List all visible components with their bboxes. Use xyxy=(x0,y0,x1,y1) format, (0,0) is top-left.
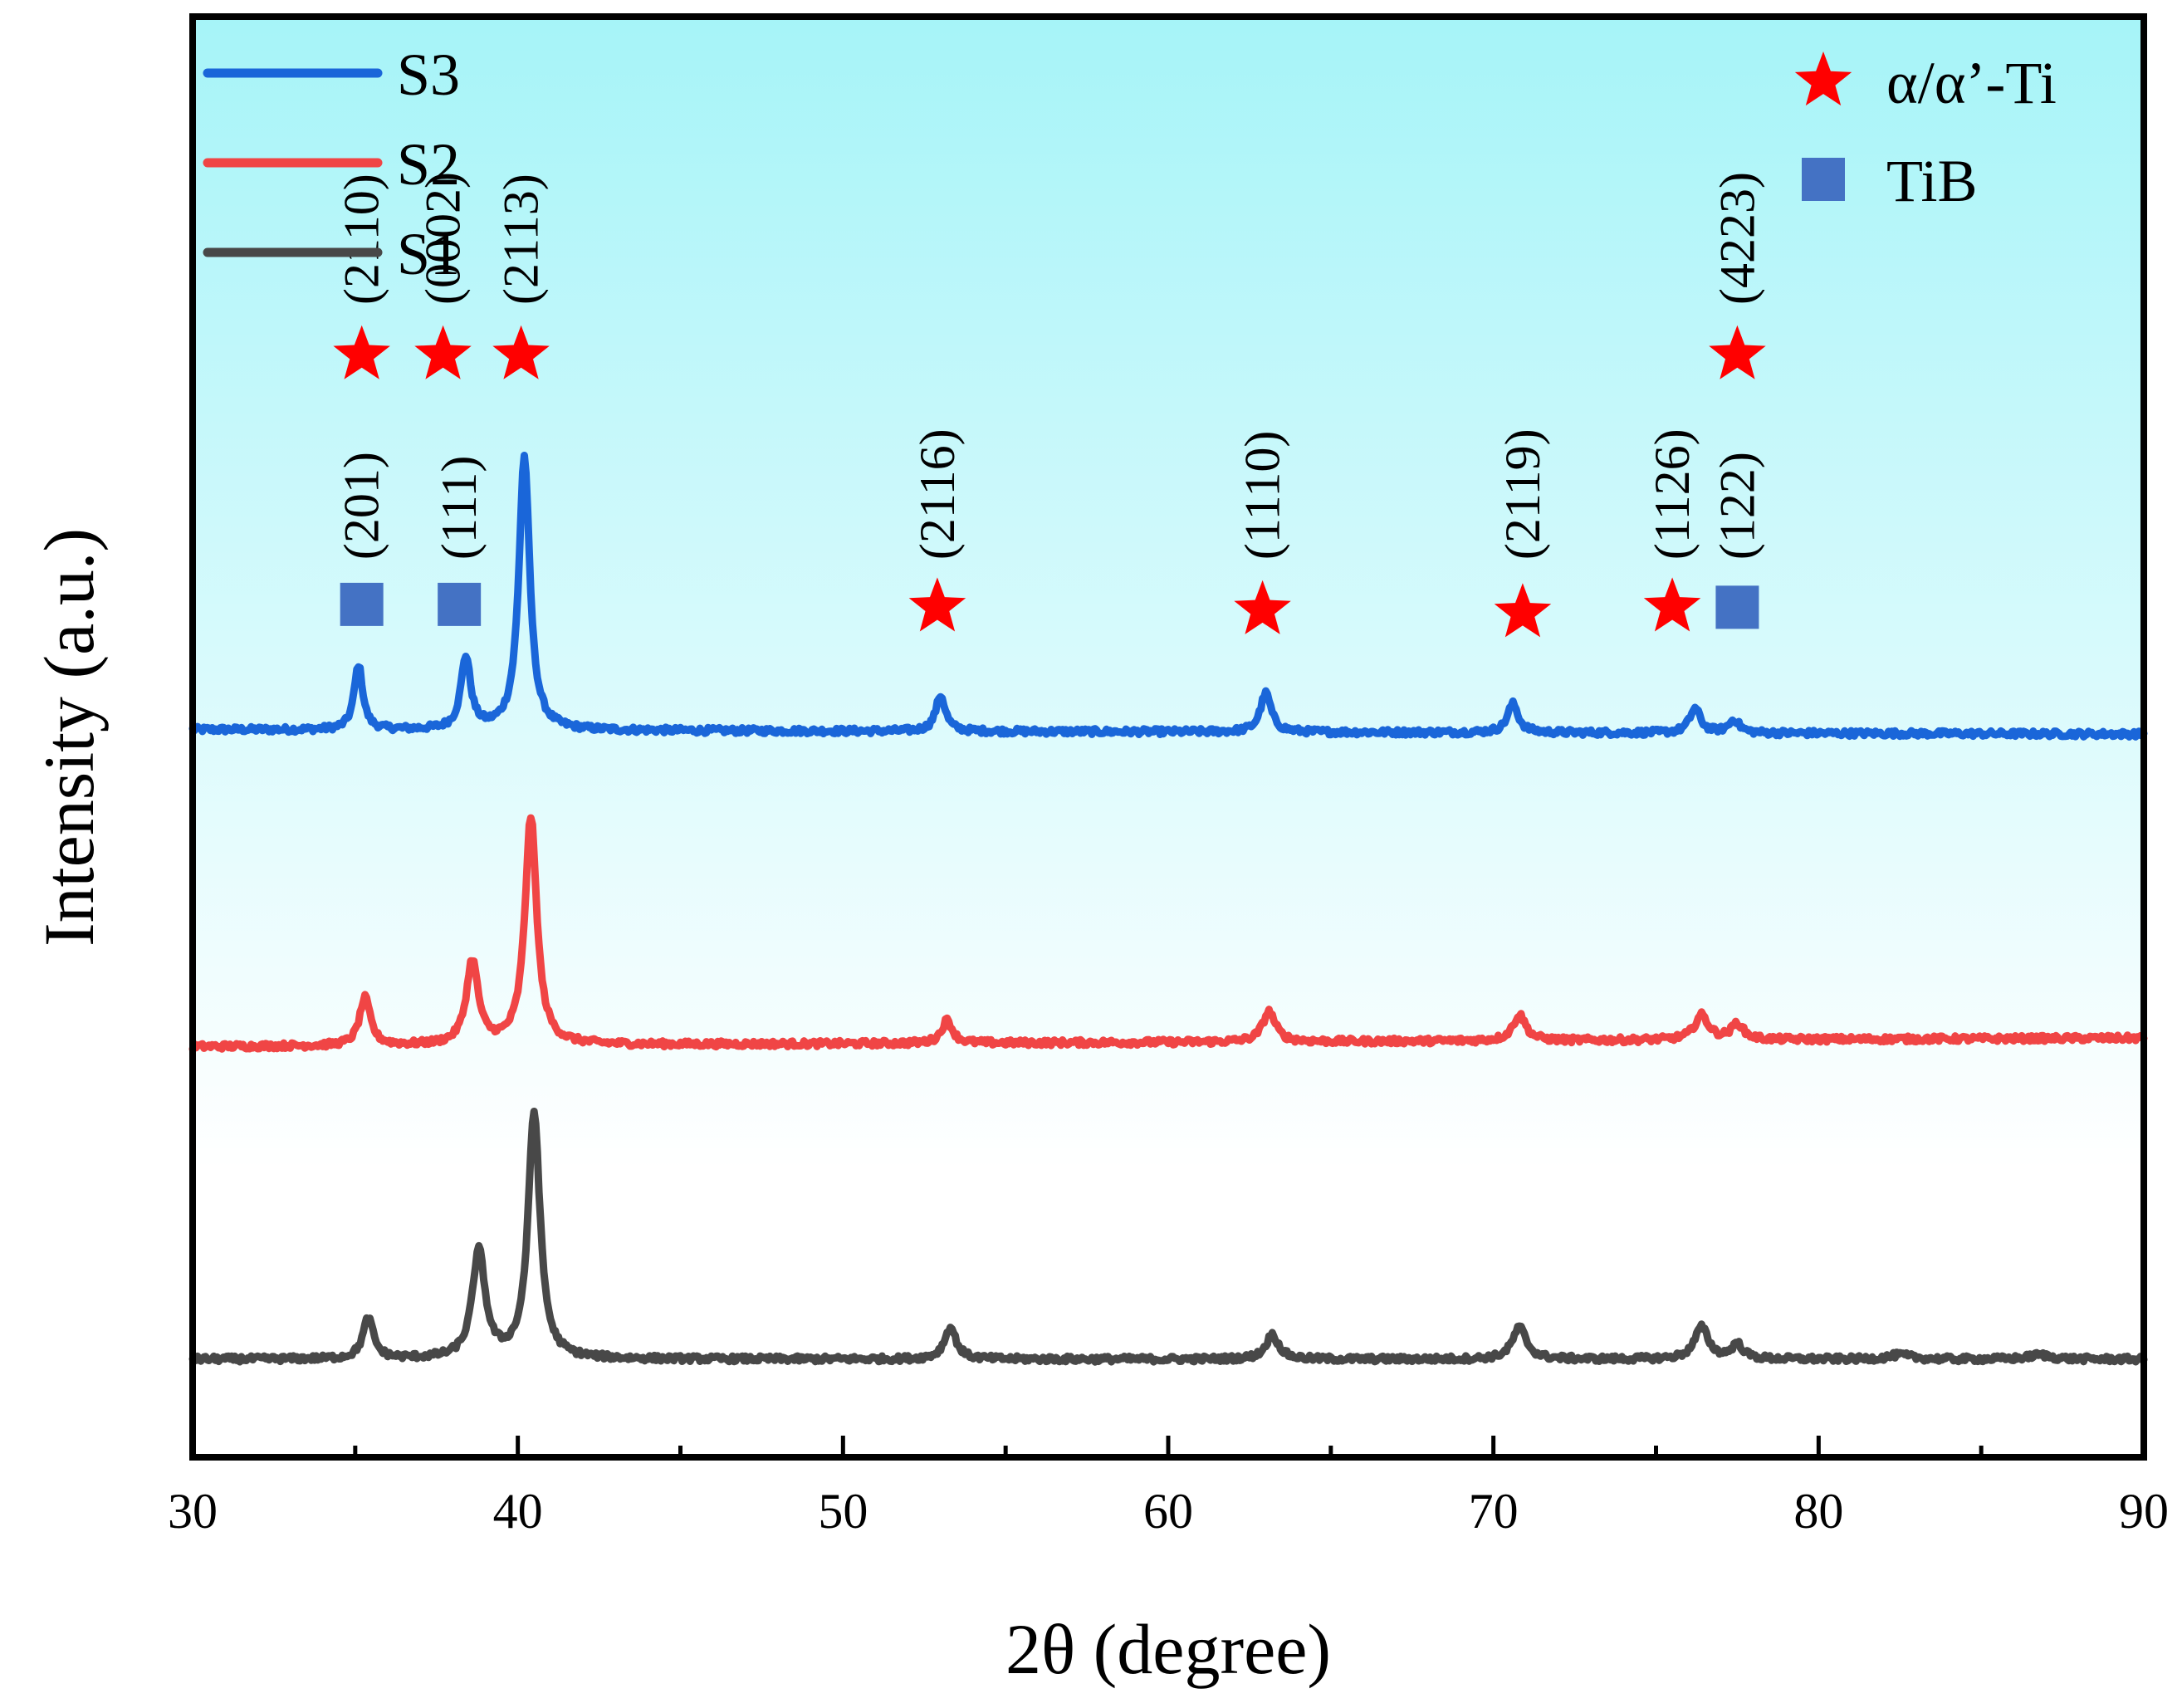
series-layer xyxy=(188,452,2148,1366)
x-tick-label: 30 xyxy=(168,1484,218,1539)
phase-legend-label: TiB xyxy=(1886,148,1977,214)
x-axis: 30 40 50 60 70 80 90 xyxy=(168,1436,2169,1539)
legend-label-s1: S1 xyxy=(397,221,460,287)
peak-index-label: (4223) xyxy=(1710,172,1764,305)
square-marker xyxy=(1715,585,1759,629)
x-tick-label: 50 xyxy=(818,1484,868,1539)
series-legend: S3 S2 S1 xyxy=(203,42,460,287)
peak-index-label: (122) xyxy=(1710,452,1764,560)
star-marker xyxy=(1234,580,1291,634)
star-marker xyxy=(1709,325,1766,379)
x-tick-label: 80 xyxy=(1793,1484,1843,1539)
star-marker xyxy=(333,325,390,379)
y-axis-label: Intensity (a.u.) xyxy=(29,528,109,947)
peak-index-label: (201) xyxy=(335,452,389,560)
peak-index-label: (0002) xyxy=(416,172,471,305)
peak-index-label: (1126) xyxy=(1645,428,1700,560)
square-marker xyxy=(1802,158,1845,201)
star-marker xyxy=(1643,577,1701,632)
series-line-s1 xyxy=(188,1108,2148,1366)
peak-index-label: (2119) xyxy=(1495,428,1550,560)
series-line-s3 xyxy=(188,452,2148,741)
series-line-s2 xyxy=(188,814,2148,1053)
peak-index-label: (1110) xyxy=(1235,431,1290,560)
square-marker xyxy=(438,582,482,626)
star-marker xyxy=(1494,583,1552,638)
x-axis-label: 2θ (degree) xyxy=(1005,1609,1331,1689)
x-tick-label: 40 xyxy=(493,1484,543,1539)
x-tick-label: 60 xyxy=(1143,1484,1193,1539)
square-marker xyxy=(340,582,384,626)
legend-label-s3: S3 xyxy=(397,42,460,108)
peak-index-label: (2110) xyxy=(335,174,389,305)
star-marker xyxy=(414,325,472,379)
star-marker xyxy=(492,325,550,379)
star-marker xyxy=(1794,51,1852,106)
x-tick-label: 70 xyxy=(1469,1484,1519,1539)
peak-index-label: (111) xyxy=(432,456,487,560)
legend-label-s2: S2 xyxy=(397,131,460,198)
star-marker xyxy=(908,577,966,632)
x-tick-label: 90 xyxy=(2119,1484,2169,1539)
phase-legend: α/α’-Ti TiB xyxy=(1794,50,2057,214)
phase-legend-label: α/α’-Ti xyxy=(1886,50,2057,116)
peak-annotations: (2110) (0002) (2113) (201) (111) (2116) (1110)… xyxy=(333,172,1766,638)
peak-index-label: (2113) xyxy=(494,174,549,305)
peak-index-label: (2116) xyxy=(910,428,965,560)
